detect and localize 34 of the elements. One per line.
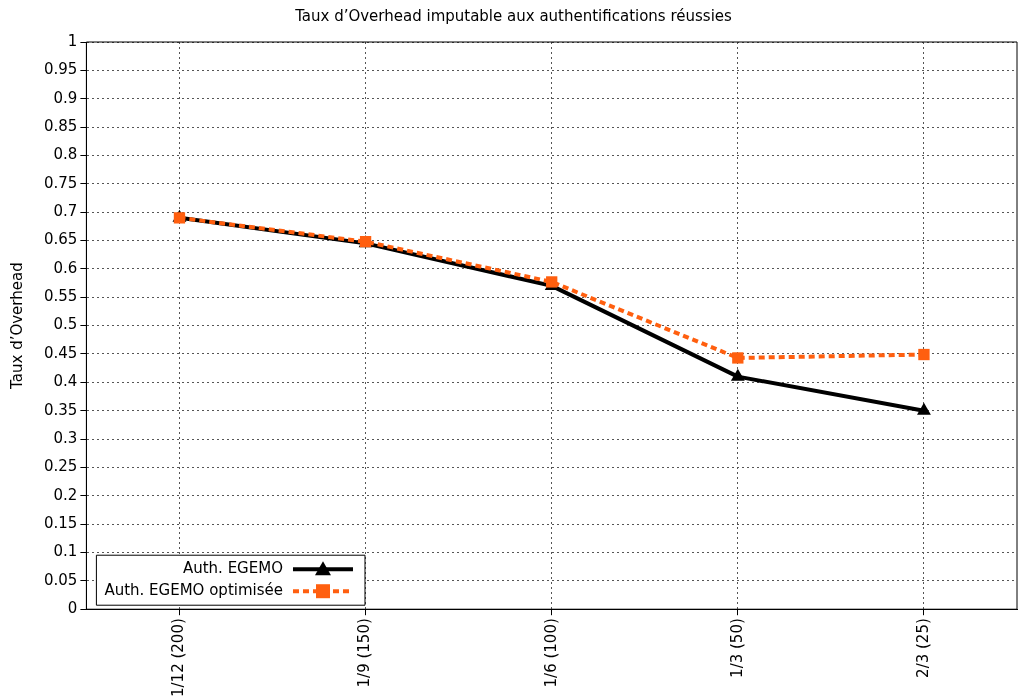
point (918, 348, 930, 361)
y-tick-label: 0.45 (43, 343, 78, 362)
y-tick-label: 0.15 (43, 514, 78, 533)
y-tick-label: 0.5 (53, 315, 78, 334)
y-tick-label: 0.8 (53, 145, 78, 164)
point (917, 402, 931, 415)
y-tick-label: 0.4 (53, 372, 78, 391)
y-tick-label: 0.9 (53, 88, 78, 107)
y-tick-label: 0.65 (43, 230, 78, 249)
x-tick-label: 2/3 (25) (913, 618, 932, 678)
point (732, 352, 744, 364)
y-tick-label: 0 (67, 599, 78, 618)
y-tick-label: 0.95 (43, 60, 78, 79)
x-tick-label: 1/6 (100) (541, 618, 560, 688)
point (730, 368, 745, 381)
y-tick-label: 0.3 (53, 428, 78, 447)
legend-label: Auth. EGEMO optimisée (104, 581, 283, 600)
y-tick-label: 0.05 (43, 570, 78, 589)
y-tick-label: 0.7 (53, 202, 78, 221)
y-axis-title: Taux d’Overhead (7, 262, 26, 390)
x-tick-label: 1/9 (150) (355, 618, 374, 688)
y-tick-label: 0.85 (43, 116, 78, 135)
y-tick-label: 0.55 (43, 287, 78, 306)
y-tick-label: 0.75 (43, 173, 78, 192)
x-tick-label: 1/12 (200) (169, 618, 188, 698)
y-tick-label: 1 (67, 31, 78, 50)
y-tick-label: 0.2 (53, 485, 78, 504)
x-tick-label: 1/3 (50) (727, 618, 746, 678)
y-tick-label: 0.1 (53, 542, 78, 561)
legend-label: Auth. EGEMO (182, 559, 283, 578)
y-tick-label: 0.35 (43, 400, 78, 419)
y-tick-label: 0.6 (53, 258, 78, 277)
chart-title: Taux d’Overhead imputable aux authentifications réussies (294, 6, 733, 25)
y-tick-label: 0.25 (43, 457, 78, 476)
